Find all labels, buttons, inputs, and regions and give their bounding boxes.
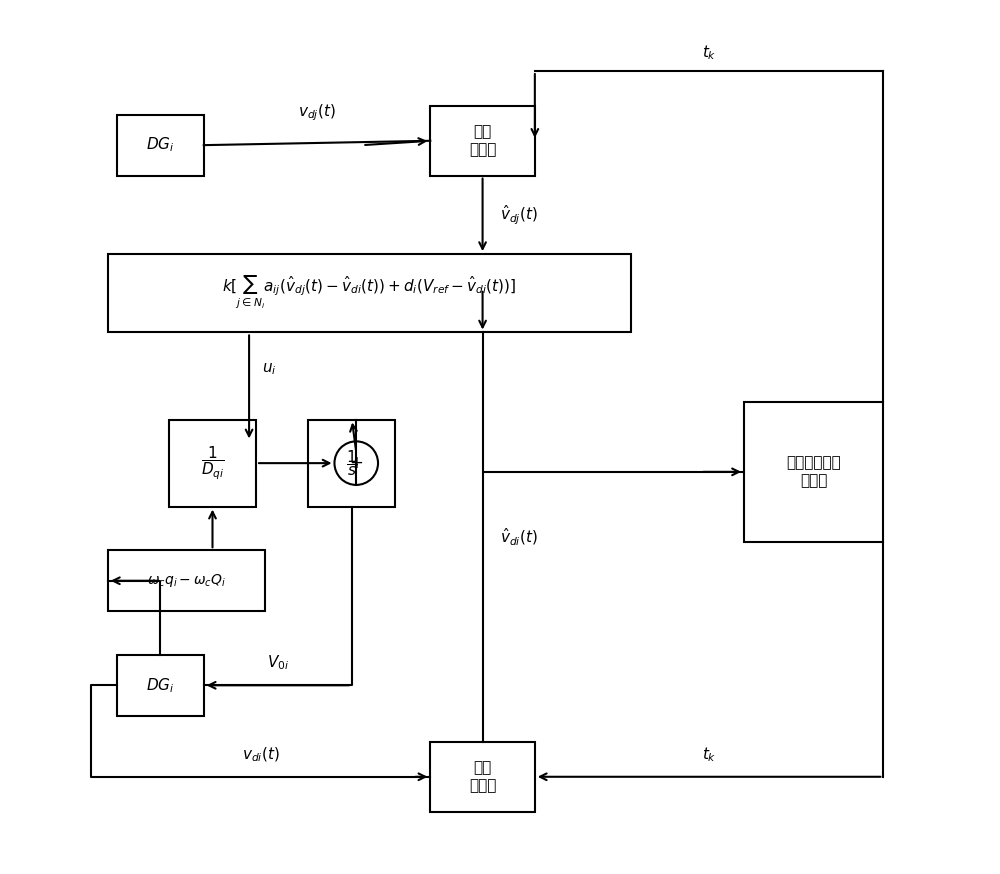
FancyBboxPatch shape: [744, 402, 883, 542]
FancyBboxPatch shape: [430, 106, 535, 176]
Text: +: +: [349, 454, 363, 472]
FancyBboxPatch shape: [169, 420, 256, 507]
Text: $\hat{v}_{di}(t)$: $\hat{v}_{di}(t)$: [500, 526, 538, 548]
Text: 事件触发时刻
生成器: 事件触发时刻 生成器: [786, 455, 841, 488]
Text: $\dfrac{1}{s}$: $\dfrac{1}{s}$: [346, 448, 358, 478]
Text: $k[\sum_{j\in N_i} a_{ij}(\hat{v}_{dj}(t)-\hat{v}_{di}(t))+d_i(V_{ref}-\hat{v}_{: $k[\sum_{j\in N_i} a_{ij}(\hat{v}_{dj}(t…: [222, 275, 517, 311]
Text: $\dfrac{1}{D_{qi}}$: $\dfrac{1}{D_{qi}}$: [201, 445, 224, 482]
Text: 状态
估计器: 状态 估计器: [469, 125, 496, 157]
FancyBboxPatch shape: [108, 551, 265, 611]
Text: $t_k$: $t_k$: [702, 44, 716, 62]
Text: 状态
估计器: 状态 估计器: [469, 760, 496, 793]
FancyBboxPatch shape: [308, 420, 395, 507]
Text: $DG_i$: $DG_i$: [146, 135, 174, 155]
Text: $\omega_c q_i - \omega_c Q_i$: $\omega_c q_i - \omega_c Q_i$: [147, 572, 226, 589]
FancyBboxPatch shape: [430, 742, 535, 812]
FancyBboxPatch shape: [117, 114, 204, 176]
FancyBboxPatch shape: [117, 655, 204, 716]
Text: $V_{0i}$: $V_{0i}$: [267, 654, 289, 672]
Text: $t_k$: $t_k$: [702, 745, 716, 764]
Text: $v_{di}(t)$: $v_{di}(t)$: [242, 746, 279, 764]
Text: $v_{dj}(t)$: $v_{dj}(t)$: [298, 103, 336, 123]
Text: $u_i$: $u_i$: [262, 362, 277, 378]
Text: $DG_i$: $DG_i$: [146, 676, 174, 695]
FancyBboxPatch shape: [108, 254, 631, 332]
Text: $\hat{v}_{dj}(t)$: $\hat{v}_{dj}(t)$: [500, 203, 538, 226]
